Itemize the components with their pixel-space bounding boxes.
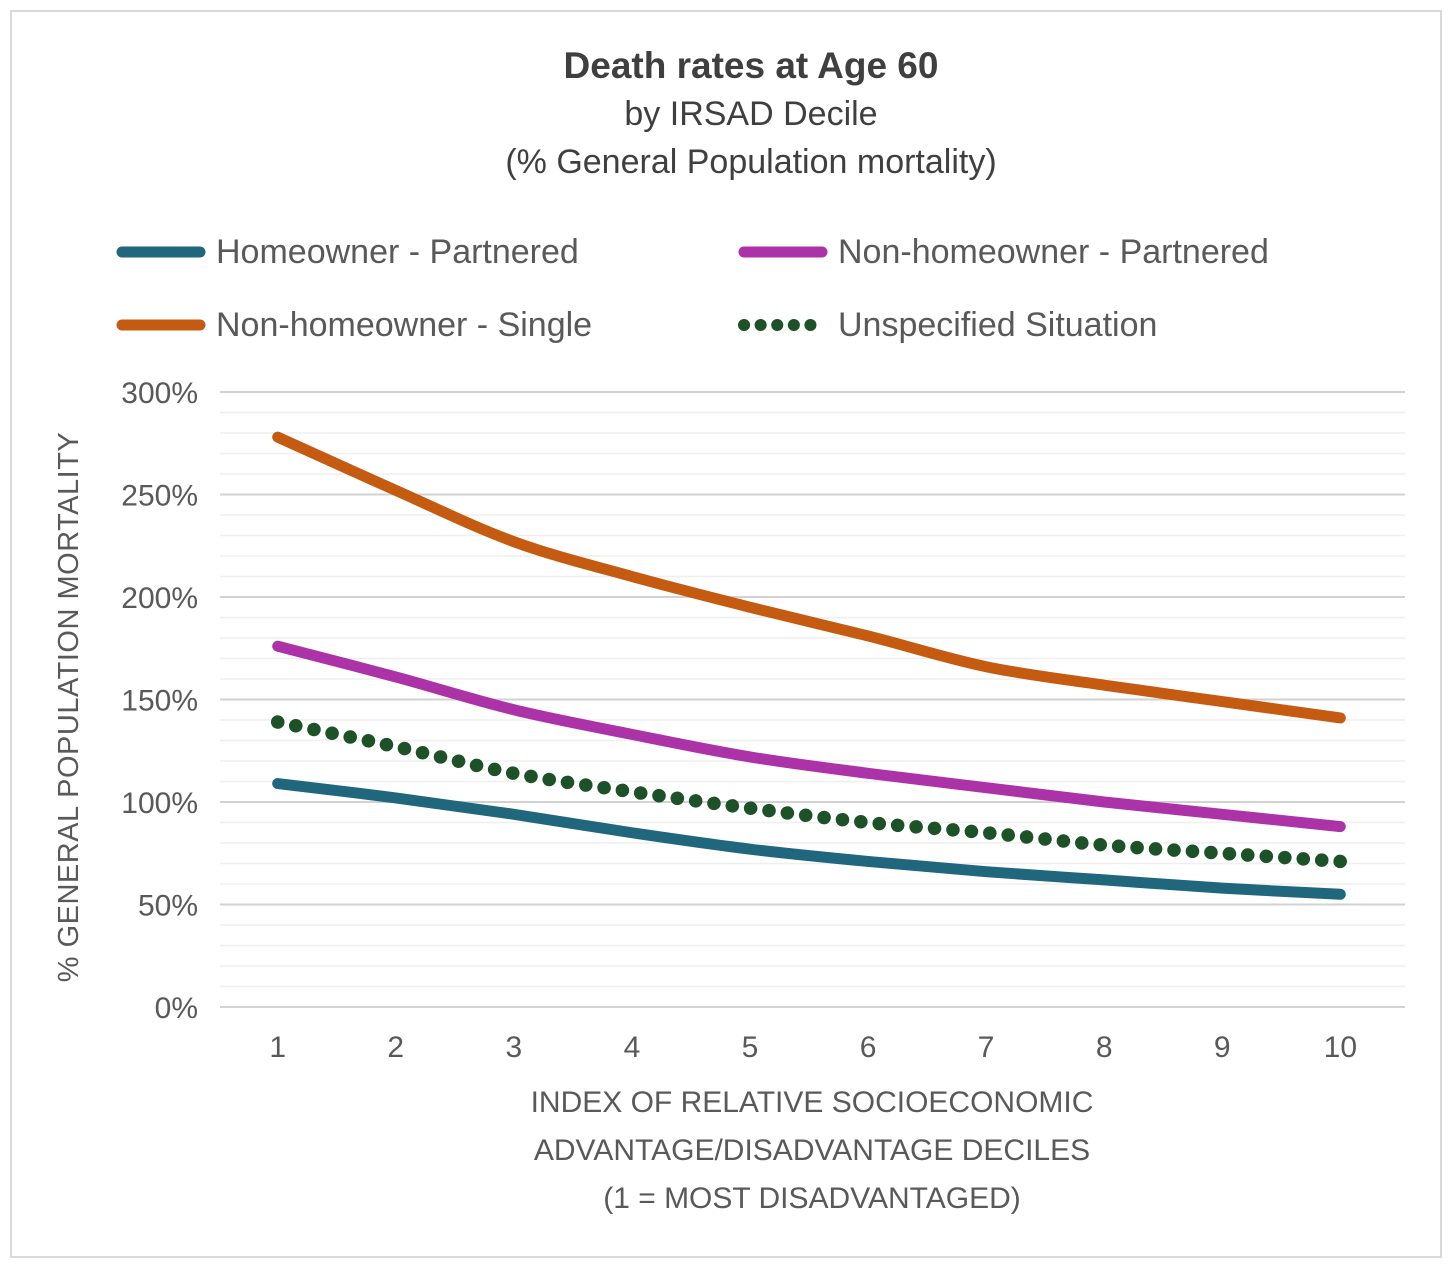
- x-tick-label: 1: [269, 1031, 286, 1064]
- x-tick-label: 7: [978, 1031, 995, 1064]
- x-tick-label: 3: [505, 1031, 522, 1064]
- x-tick-label: 9: [1214, 1031, 1231, 1064]
- y-tick-label: 300%: [121, 377, 198, 410]
- y-axis-title: % GENERAL POPULATION MORTALITY: [53, 432, 85, 983]
- y-tick-label: 200%: [121, 582, 198, 615]
- legend-item-non-homeowner-single: Non-homeowner - Single: [116, 297, 592, 353]
- legend-item-unspecified-situation: Unspecified Situation: [738, 297, 1157, 353]
- chart-legend: Homeowner - Partnered Non-homeowner - Par…: [116, 224, 1376, 374]
- x-axis-title-line: INDEX OF RELATIVE SOCIOECONOMIC: [531, 1086, 1094, 1119]
- x-tick-label: 5: [742, 1031, 759, 1064]
- chart-title-line2: by IRSAD Decile: [624, 95, 878, 133]
- y-tick-label: 250%: [121, 480, 198, 513]
- y-tick-label: 150%: [121, 685, 198, 718]
- legend-item-label: Homeowner - Partnered: [216, 232, 579, 271]
- chart-title-line1: Death rates at Age 60: [563, 45, 939, 86]
- x-axis-title-line: ADVANTAGE/DISADVANTAGE DECILES: [534, 1134, 1090, 1167]
- legend-line-sample: [116, 319, 206, 331]
- y-tick-label: 50%: [138, 890, 198, 923]
- legend-line-sample: [738, 319, 828, 331]
- series-line-non-homeowner-single: [272, 431, 1346, 724]
- x-axis-title-line: (1 = MOST DISADVANTAGED): [603, 1182, 1021, 1215]
- chart-frame-border: [10, 10, 1442, 1258]
- x-tick-label: 4: [624, 1031, 641, 1064]
- legend-item-label: Non-homeowner - Partnered: [838, 232, 1269, 271]
- legend-item-label: Unspecified Situation: [838, 305, 1158, 344]
- series-line-non-homeowner-partnered: [272, 640, 1346, 833]
- x-tick-label: 6: [860, 1031, 877, 1064]
- y-tick-label: 0%: [155, 992, 198, 1025]
- y-tick-label: 100%: [121, 787, 198, 820]
- x-tick-label: 8: [1096, 1031, 1113, 1064]
- x-tick-label: 2: [387, 1031, 404, 1064]
- x-tick-label: 10: [1324, 1031, 1357, 1064]
- legend-line-sample: [116, 246, 206, 258]
- legend-item-label: Non-homeowner - Single: [216, 305, 593, 344]
- series-line-unspecified-situation: [270, 715, 1348, 869]
- chart-title: Death rates at Age 60 by IRSAD Decile (%…: [60, 42, 1442, 186]
- legend-item-homeowner-partnered: Homeowner - Partnered: [116, 224, 579, 280]
- chart-title-line3: (% General Population mortality): [505, 143, 997, 181]
- series-line-homeowner-partnered: [272, 778, 1346, 900]
- legend-line-sample: [738, 246, 828, 258]
- legend-item-non-homeowner-partnered: Non-homeowner - Partnered: [738, 224, 1269, 280]
